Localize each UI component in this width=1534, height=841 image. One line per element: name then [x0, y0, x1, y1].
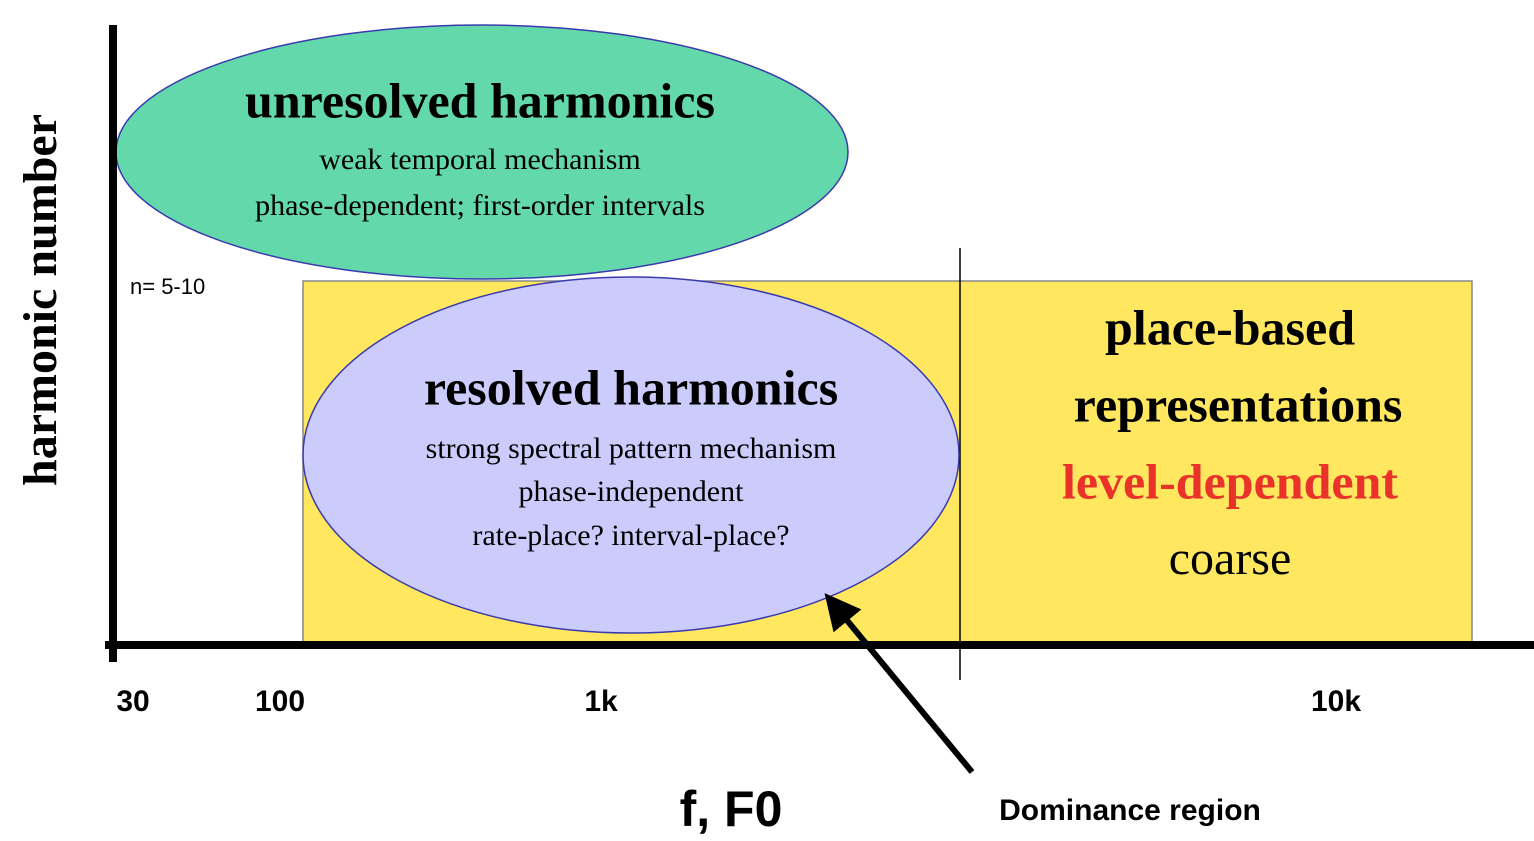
region-line: weak temporal mechanism — [319, 143, 641, 176]
region-line: phase-dependent; first-order intervals — [255, 189, 705, 222]
region-title: unresolved harmonics — [245, 72, 715, 128]
x-tick: 30 — [116, 685, 149, 718]
annotation: Dominance region — [999, 794, 1261, 827]
region-title: resolved harmonics — [424, 359, 838, 415]
x-tick: 10k — [1311, 685, 1361, 718]
x-tick: 1k — [584, 685, 618, 718]
y-label: harmonic number — [14, 114, 67, 486]
x-tick: 100 — [255, 685, 305, 718]
n-label: n= 5-10 — [130, 274, 205, 299]
region-line: strong spectral pattern mechanism — [426, 432, 837, 465]
resolved-ellipse — [302, 276, 960, 634]
region-line: level-dependent — [1062, 453, 1398, 509]
region-line: rate-place? interval-place? — [472, 519, 789, 552]
region-line: representations — [1074, 376, 1403, 432]
region-line: place-based — [1105, 299, 1355, 355]
x-label: f, F0 — [680, 781, 783, 837]
region-line: phase-independent — [519, 475, 745, 508]
region-line: coarse — [1169, 532, 1292, 585]
arrow — [824, 593, 975, 774]
